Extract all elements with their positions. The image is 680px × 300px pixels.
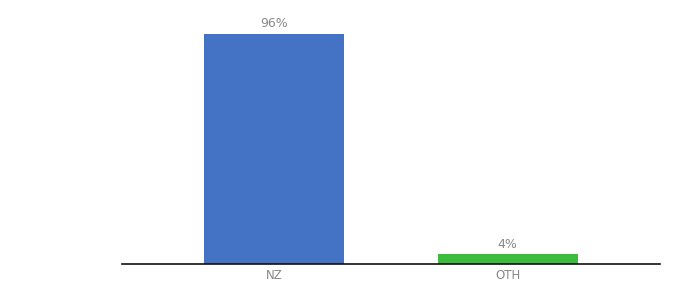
Bar <box>438 254 578 264</box>
Text: 96%: 96% <box>260 17 288 30</box>
Bar <box>204 34 344 264</box>
Text: 4%: 4% <box>498 238 517 251</box>
